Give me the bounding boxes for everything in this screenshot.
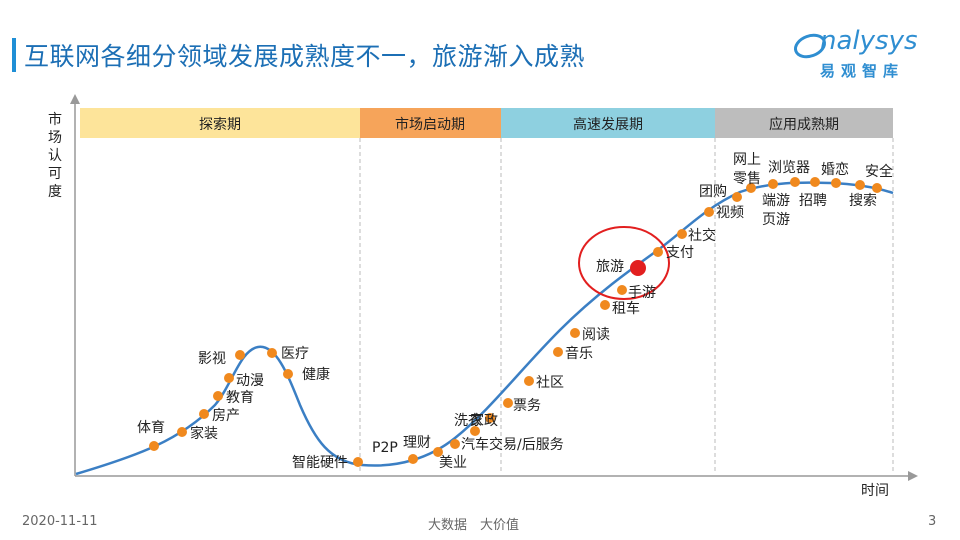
highlight-dot	[630, 260, 646, 276]
curve-point-label: 洗衣	[454, 413, 482, 429]
curve-point-dot	[810, 177, 820, 187]
curve-point-label: 端游	[762, 193, 790, 209]
curve-point-label: 婚恋	[821, 161, 849, 178]
curve-point-label: 汽车交易/后服务	[461, 436, 564, 453]
curve-point-dot	[855, 180, 865, 190]
curve-point-dot	[746, 183, 756, 193]
curve-point-label: 安全	[865, 163, 893, 180]
curve-point-label: 支付	[666, 245, 694, 261]
curve-point-dot	[553, 347, 563, 357]
curve-point-dot	[283, 369, 293, 379]
y-axis-label: 市场认可度	[48, 111, 62, 200]
curve-point-label: 社交	[688, 227, 716, 244]
curve-point-label: 智能硬件	[292, 455, 348, 471]
curve-point-label: 教育	[226, 390, 254, 406]
phase-band-explore	[80, 108, 360, 138]
curve-point-dot	[149, 441, 159, 451]
footer-date: 2020-11-11	[22, 514, 98, 529]
curve-point-dot	[485, 413, 495, 423]
curve-point-label: 动漫	[236, 373, 264, 389]
curve-point-dot	[199, 409, 209, 419]
curve-point-label: 页游	[762, 212, 790, 228]
curve-point-label: 健康	[302, 366, 330, 383]
curve-point-label: 影视	[198, 351, 226, 367]
curve-point-dot	[653, 247, 663, 257]
curve-point-label: 团购	[699, 184, 727, 200]
logo-english: nalysys	[820, 26, 918, 56]
curve-point-label: 美业	[439, 455, 467, 471]
curve-point-dot	[768, 179, 778, 189]
curve-point-label: 社区	[536, 375, 564, 391]
phase-label-mature: 应用成熟期	[769, 116, 839, 133]
curve-point-dot	[353, 457, 363, 467]
phase-label-launch: 市场启动期	[395, 116, 465, 133]
curve-point-dot	[732, 192, 742, 202]
curve-point-label: 家装	[190, 425, 218, 442]
curve-point-dot	[503, 398, 513, 408]
x-axis-label: 时间	[861, 483, 889, 499]
curve-point-label: 医疗	[281, 346, 309, 362]
curve-point-label: 房产	[212, 408, 240, 424]
analysys-logo-icon	[793, 33, 827, 59]
page-title: 互联网各细分领域发展成熟度不一，旅游渐入成熟	[24, 42, 586, 71]
curve-point-dot	[433, 447, 443, 457]
curve-point-label: 票务	[513, 398, 541, 414]
footer-page-number: 3	[928, 514, 937, 529]
curve-point-dot	[177, 427, 187, 437]
curve-point-label: P2P	[372, 440, 398, 456]
curve-point-label: 阅读	[582, 326, 610, 343]
title-accent-bar	[12, 38, 16, 72]
phase-label-explore: 探索期	[199, 116, 241, 133]
curve-point-dot	[408, 454, 418, 464]
maturity-curve	[75, 181, 894, 476]
curve-point-dot	[524, 376, 534, 386]
curve-point-dot	[600, 300, 610, 310]
curve-point-dot	[235, 350, 245, 360]
curve-point-label: 视频	[716, 205, 744, 221]
curve-point-dot	[617, 285, 627, 295]
curve-point-label: 搜索	[849, 192, 877, 209]
curve-point-dot	[224, 373, 234, 383]
curve-point-label: 零售	[733, 171, 761, 187]
y-axis-arrow-icon	[70, 94, 80, 104]
highlight-label: 旅游	[596, 259, 624, 275]
curve-point-dot	[831, 178, 841, 188]
curve-point-label: 音乐	[565, 345, 593, 362]
curve-point-label: 家政	[470, 412, 498, 429]
logo-chinese: 易观智库	[820, 62, 905, 80]
curve-point-label: 租车	[612, 300, 640, 317]
phase-band-launch	[360, 108, 501, 138]
curve-point-label: 理财	[403, 435, 431, 451]
footer-slogan: 大数据 大价值	[428, 518, 520, 533]
curve-point-dot	[704, 207, 714, 217]
curve-point-dot	[872, 183, 882, 193]
curve-point-dot	[470, 426, 480, 436]
curve-point-dot	[570, 328, 580, 338]
curve-point-label: 浏览器	[768, 160, 810, 176]
curve-point-dot	[450, 439, 460, 449]
curve-point-label: 招聘	[799, 193, 827, 209]
curve-point-label: 体育	[137, 420, 165, 436]
x-axis-arrow-icon	[908, 471, 918, 481]
curve-point-label: 网上	[733, 152, 761, 168]
phase-band-growth	[501, 108, 715, 138]
curve-point-dot	[213, 391, 223, 401]
curve-point-dot	[790, 177, 800, 187]
curve-point-dot	[677, 229, 687, 239]
phase-label-growth: 高速发展期	[573, 116, 643, 133]
curve-point-dot	[267, 348, 277, 358]
curve-point-label: 手游	[628, 285, 656, 301]
phase-band-mature	[715, 108, 893, 138]
highlight-ring	[578, 226, 670, 300]
